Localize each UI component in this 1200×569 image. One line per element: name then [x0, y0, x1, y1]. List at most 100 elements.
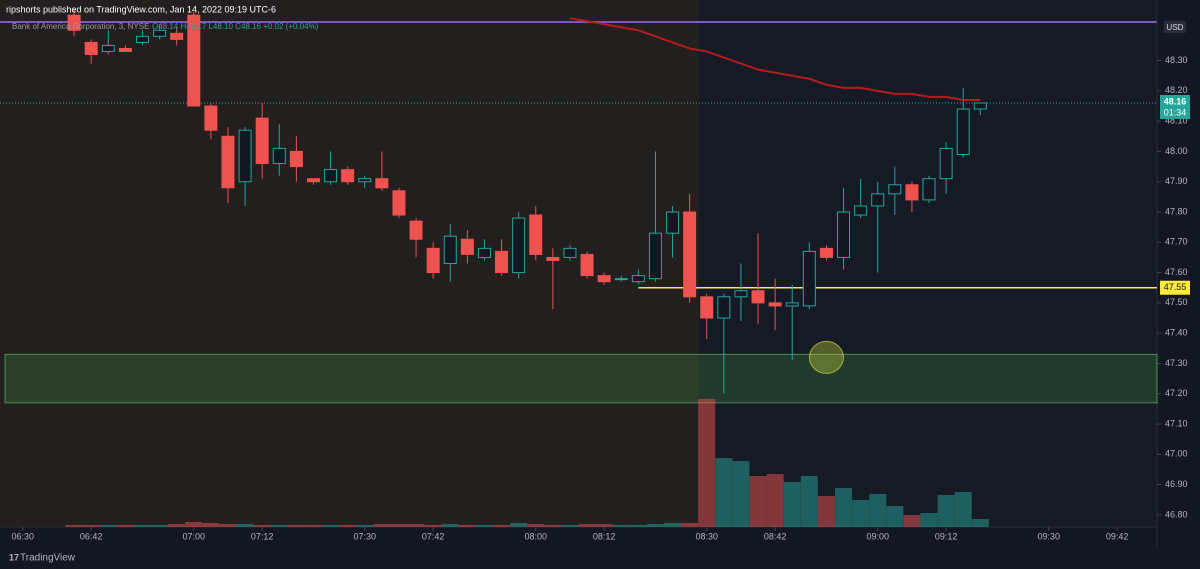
volume-bar — [304, 525, 322, 527]
volume-bar — [527, 524, 545, 527]
volume-bar — [715, 458, 733, 527]
y-tick-label: 47.50 — [1165, 297, 1188, 307]
header: ripshorts published on TradingView.com, … — [6, 4, 276, 14]
x-tick-label: 06:42 — [80, 531, 103, 541]
x-tick-label: 09:42 — [1106, 531, 1129, 541]
x-tick-label: 07:42 — [422, 531, 445, 541]
candle-body — [871, 193, 885, 207]
volume-bar — [646, 524, 664, 527]
candle-body — [495, 250, 509, 274]
y-tick-label: 47.30 — [1165, 358, 1188, 368]
volume-bar — [322, 525, 340, 527]
currency: USD — [1167, 23, 1184, 32]
y-tick-label: 48.20 — [1165, 85, 1188, 95]
candle-body — [666, 211, 680, 234]
volume-bar — [835, 488, 853, 527]
last-price-label: 48.16 — [1164, 96, 1187, 106]
candle-body — [854, 205, 868, 216]
volume-bar — [783, 482, 801, 527]
extended-hours-shade — [0, 0, 699, 527]
volume-bar — [82, 525, 100, 527]
volume-bar — [270, 525, 288, 527]
candle-body — [751, 290, 765, 304]
brand: TradingView — [20, 553, 76, 564]
candle-body — [306, 178, 320, 183]
volume-bar — [202, 523, 220, 527]
volume-bar — [869, 494, 887, 527]
candle-body — [529, 214, 543, 255]
x-tick-label: 07:30 — [354, 531, 377, 541]
x-tick-label: 09:30 — [1037, 531, 1060, 541]
symbol: Bank of America Corporation, 3, NYSE — [12, 22, 149, 31]
support-label: 47.55 — [1164, 282, 1187, 292]
volume-bar — [339, 525, 357, 527]
candle-body — [785, 302, 799, 307]
plot — [0, 9, 1158, 527]
candle-body — [546, 256, 560, 261]
candle-body — [375, 178, 389, 189]
volume-bar — [253, 525, 271, 527]
x-tick-label: 09:00 — [866, 531, 889, 541]
candle-body — [648, 232, 662, 280]
candle-body — [683, 211, 697, 298]
support-box — [1160, 280, 1190, 295]
candle-body — [324, 169, 338, 183]
x-tick-label: 07:12 — [251, 531, 274, 541]
candle-body — [170, 32, 184, 40]
candle-body — [563, 247, 577, 258]
candle-body — [922, 178, 936, 201]
y-tick-label: 48.10 — [1165, 116, 1188, 126]
countdown: 01:34 — [1164, 107, 1187, 117]
volume-bar — [971, 519, 989, 527]
y-tick-label: 47.40 — [1165, 328, 1188, 338]
volume-bar — [475, 525, 493, 527]
highlight-circle — [808, 340, 844, 374]
candle-body — [837, 211, 851, 258]
y-tick-label: 47.20 — [1165, 388, 1188, 398]
last-price-box — [1160, 94, 1190, 119]
moving-average — [569, 17, 981, 101]
candle-body — [973, 102, 987, 110]
candle-body — [255, 117, 269, 165]
volume-bar — [749, 476, 767, 527]
candle-body — [512, 217, 526, 274]
volume-bar — [493, 525, 511, 527]
x-tick-label: 09:12 — [935, 531, 958, 541]
regular-session — [699, 0, 1157, 527]
candle-body — [341, 169, 355, 183]
candle-body — [597, 275, 611, 283]
volume-bar — [595, 524, 613, 527]
candle-body — [187, 14, 201, 107]
volume-bar — [99, 525, 117, 527]
volume-bar — [886, 506, 904, 527]
x-tick-label: 08:00 — [524, 531, 547, 541]
ohlc-legend: O48.14 H48.17 L48.10 C48.16 +0.02 (+0.04… — [152, 22, 319, 31]
candle-body — [631, 275, 645, 283]
candle-body — [221, 135, 235, 189]
y-tick-label: 48.00 — [1165, 146, 1188, 156]
candle-body — [939, 147, 953, 180]
y-tick-label: 47.00 — [1165, 449, 1188, 459]
candle-body — [802, 250, 816, 307]
volume-bar — [458, 525, 476, 527]
candle-body — [888, 184, 902, 195]
volume-bar — [287, 525, 305, 527]
volume-bar — [424, 525, 442, 527]
candle-body — [956, 108, 970, 155]
volume-bar — [698, 399, 716, 527]
volume-bar — [903, 515, 921, 527]
y-tick-label: 48.30 — [1165, 55, 1188, 65]
candle-body — [238, 129, 252, 183]
volume-bar — [612, 525, 630, 527]
y-tick-label: 47.80 — [1165, 206, 1188, 216]
volume-bar — [441, 524, 459, 527]
brand-logo: 17 — [9, 552, 19, 562]
candle-body — [905, 184, 919, 201]
candle-body — [426, 247, 440, 274]
candle-body — [101, 44, 115, 52]
volume-bar — [817, 496, 835, 527]
volume-bar — [510, 523, 528, 527]
volume-bar — [236, 524, 254, 527]
volume-bar — [920, 513, 938, 527]
